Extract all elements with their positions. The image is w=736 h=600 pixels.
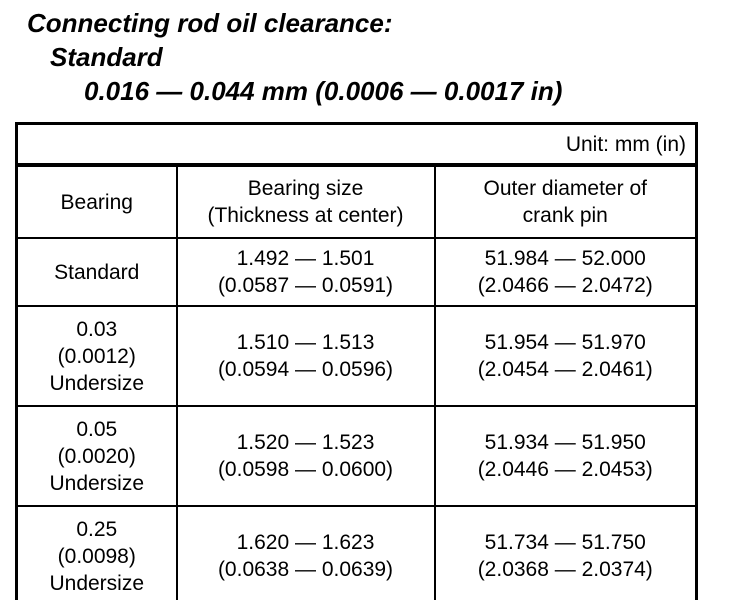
cell-bearing-size: 1.520 — 1.523 (0.0598 — 0.0600): [175, 405, 436, 507]
header-bearing: Bearing: [15, 164, 178, 239]
cell-bearing-size: 1.492 — 1.501 (0.0587 — 0.0591): [175, 237, 436, 307]
unit-label: Unit: mm (in): [15, 122, 698, 167]
header-bearing-size: Bearing size (Thickness at center): [175, 164, 436, 239]
cell-bearing-size: 1.620 — 1.623 (0.0638 — 0.0639): [175, 505, 436, 600]
header-outer-diameter: Outer diameter of crank pin: [433, 164, 698, 239]
spec-subtitle-standard: Standard: [50, 42, 163, 72]
cell-outer-diameter: 51.934 — 51.950 (2.0446 — 2.0453): [433, 405, 698, 507]
cell-bearing: Standard: [15, 237, 178, 307]
cell-bearing: 0.25 (0.0098) Undersize: [15, 505, 178, 600]
unit-row: Unit: mm (in): [15, 122, 698, 167]
spec-heading: Connecting rod oil clearance: Standard 0…: [27, 6, 562, 108]
table-header-row: Bearing Bearing size (Thickness at cente…: [15, 164, 698, 239]
header-bearing-label: Bearing: [60, 190, 133, 214]
table-row-undersize-003: 0.03 (0.0012) Undersize 1.510 — 1.513 (0…: [15, 305, 698, 407]
table-row-undersize-005: 0.05 (0.0020) Undersize 1.520 — 1.523 (0…: [15, 405, 698, 507]
cell-bearing: 0.05 (0.0020) Undersize: [15, 405, 178, 507]
spec-value-range: 0.016 — 0.044 mm (0.0006 — 0.0017 in): [84, 76, 563, 106]
table-row-undersize-025: 0.25 (0.0098) Undersize 1.620 — 1.623 (0…: [15, 505, 698, 600]
cell-outer-diameter: 51.734 — 51.750 (2.0368 — 2.0374): [433, 505, 698, 600]
cell-outer-diameter: 51.954 — 51.970 (2.0454 — 2.0461): [433, 305, 698, 407]
cell-bearing-size: 1.510 — 1.513 (0.0594 — 0.0596): [175, 305, 436, 407]
cell-outer-diameter: 51.984 — 52.000 (2.0466 — 2.0472): [433, 237, 698, 307]
cell-bearing: 0.03 (0.0012) Undersize: [15, 305, 178, 407]
bearing-spec-table: Unit: mm (in) Bearing Bearing size (Thic…: [15, 122, 698, 600]
spec-title: Connecting rod oil clearance:: [27, 8, 393, 38]
table-row-standard: Standard 1.492 — 1.501 (0.0587 — 0.0591)…: [15, 237, 698, 307]
